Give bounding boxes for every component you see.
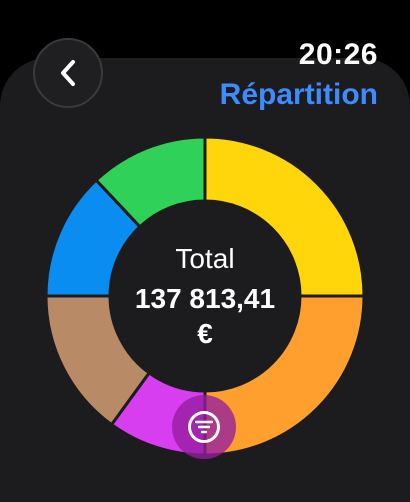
donut-hole: [111, 202, 299, 390]
total-value: 137 813,41: [134, 283, 276, 314]
page-title[interactable]: Répartition: [219, 78, 378, 111]
filter-icon: [188, 411, 220, 443]
pie-slice-6[interactable]: [94, 135, 207, 229]
filter-button[interactable]: [172, 395, 236, 459]
clock-time: 20:26: [298, 38, 378, 71]
total-currency: €: [197, 318, 213, 349]
total-label: Total: [175, 243, 235, 274]
pie-slice-1[interactable]: [203, 135, 366, 298]
back-button[interactable]: [33, 38, 103, 108]
chevron-left-icon: [61, 60, 75, 86]
